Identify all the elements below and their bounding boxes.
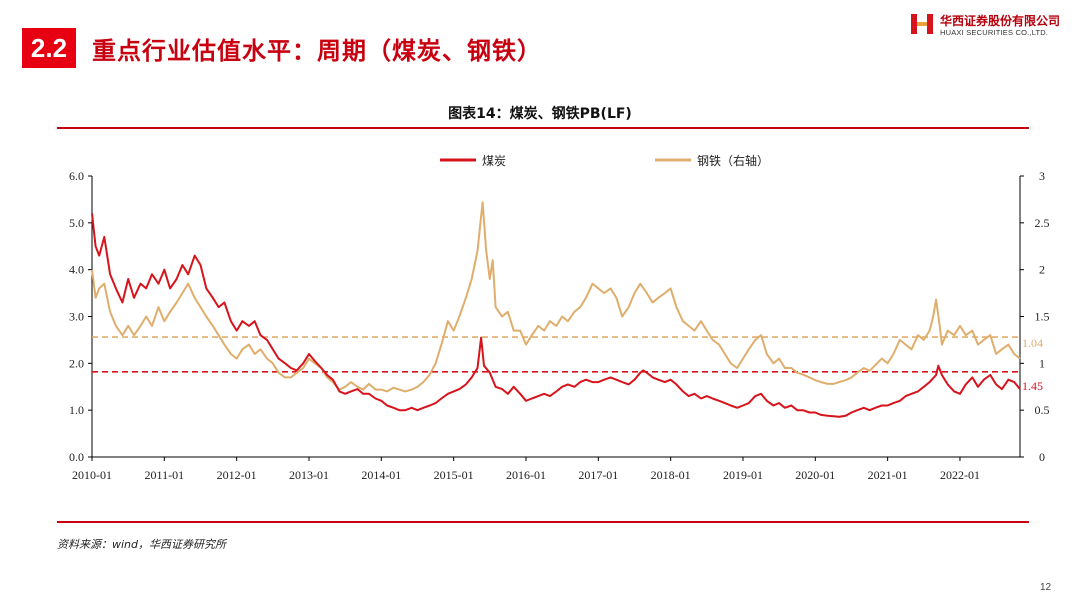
y-left-tick-label: 0.0 <box>69 450 84 464</box>
y-right-tick-label: 2.5 <box>1035 216 1050 230</box>
x-tick-label: 2017-01 <box>578 468 618 482</box>
x-tick-label: 2021-01 <box>868 468 908 482</box>
title-divider <box>57 127 1029 129</box>
y-right-tick-label: 1.5 <box>1035 310 1050 324</box>
reference-line-label-steel: 1.04 <box>1022 336 1043 350</box>
pb-line-chart: 煤炭 钢铁（右轴） 0.0 1.0 2.0 3.0 4.0 5.0 6.0 0 0.5 1 1.5 2… <box>69 153 1050 482</box>
x-tick-label: 2010-01 <box>72 468 112 482</box>
huaxi-logo-icon <box>911 14 933 34</box>
x-tick-label: 2015-01 <box>434 468 474 482</box>
x-tick-label: 2011-01 <box>145 468 185 482</box>
logo-chinese-name: 华西证券股份有限公司 <box>940 14 1061 28</box>
y-right-tick-label: 0 <box>1039 450 1045 464</box>
x-tick-label: 2014-01 <box>361 468 401 482</box>
y-left-tick-label: 6.0 <box>69 169 84 183</box>
x-tick-label: 2020-01 <box>795 468 835 482</box>
x-tick-label: 2022-01 <box>940 468 980 482</box>
chart-axes: 0.0 1.0 2.0 3.0 4.0 5.0 6.0 0 0.5 1 1.5 2 2.5 3 2010-0… <box>69 169 1050 482</box>
figure-title: 图表14：煤炭、钢铁PB(LF) <box>448 106 632 122</box>
page-number: 12 <box>1040 582 1052 593</box>
source-divider <box>57 521 1029 523</box>
y-left-tick-label: 2.0 <box>69 356 84 370</box>
series-line-coal <box>91 213 1021 418</box>
page-title: 重点行业估值水平：周期（煤炭、钢铁） <box>92 37 542 65</box>
source-note: 资料来源：wind，华西证券研究所 <box>57 538 227 551</box>
series-line-steel <box>91 201 1021 393</box>
x-tick-label: 2013-01 <box>289 468 329 482</box>
y-left-tick-label: 5.0 <box>69 216 84 230</box>
reference-line-label-coal: 1.45 <box>1022 379 1043 393</box>
x-tick-label: 2012-01 <box>217 468 257 482</box>
y-right-tick-label: 1 <box>1039 356 1045 370</box>
y-right-tick-label: 2 <box>1039 263 1045 277</box>
section-number-badge: 2.2 <box>22 28 76 68</box>
legend-coal-label: 煤炭 <box>482 154 506 168</box>
x-tick-label: 2019-01 <box>723 468 763 482</box>
chart-plot-area: 1.04 1.45 <box>91 201 1043 418</box>
y-left-tick-label: 3.0 <box>69 310 84 324</box>
y-right-tick-label: 0.5 <box>1035 403 1050 417</box>
legend-steel-label: 钢铁（右轴） <box>697 153 769 168</box>
logo-english-name: HUAXI SECURITIES CO.,LTD. <box>940 28 1049 37</box>
company-logo: 华西证券股份有限公司 HUAXI SECURITIES CO.,LTD. <box>910 10 1070 40</box>
y-left-tick-label: 1.0 <box>69 403 84 417</box>
y-right-tick-label: 3 <box>1039 169 1045 183</box>
x-tick-label: 2018-01 <box>651 468 691 482</box>
chart-legend: 煤炭 钢铁（右轴） <box>440 153 769 168</box>
x-tick-label: 2016-01 <box>506 468 546 482</box>
y-left-tick-label: 4.0 <box>69 263 84 277</box>
